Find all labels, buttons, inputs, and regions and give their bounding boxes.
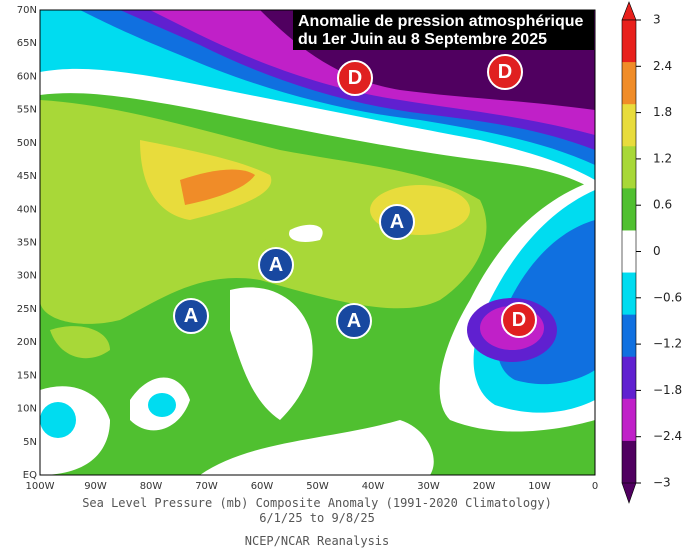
lat-label: 60N [17, 71, 37, 82]
low-marker [487, 54, 523, 90]
lat-label: 5N [23, 437, 37, 448]
colorbar: 3 2.4 1.8 1.2 0.6 0 −0.6 −1.2 −1.8 −2.4 −3 [621, 1, 682, 504]
lat-label: 55N [17, 105, 37, 116]
lat-label: 30N [17, 271, 37, 282]
lon-label: 90W [84, 481, 107, 492]
lat-label: 50N [17, 138, 37, 149]
pressure-markers: D D D A A A A [173, 54, 537, 339]
colorbar-label: 0.6 [653, 198, 672, 212]
lat-label: 10N [17, 404, 37, 415]
colorbar-label: 1.2 [653, 151, 672, 165]
lat-label: 20N [17, 337, 37, 348]
colorbar-label: −0.6 [653, 290, 682, 304]
colorbar-band [622, 62, 636, 105]
high-marker [379, 204, 415, 240]
colorbar-label: −2.4 [653, 429, 682, 443]
lon-label: 60W [251, 481, 274, 492]
colorbar-band [622, 356, 636, 400]
high-marker [336, 303, 372, 339]
lon-label: 80W [140, 481, 163, 492]
title: Anomalie de pression atmosphérique [298, 13, 584, 30]
lon-label: 30W [417, 481, 440, 492]
lat-label: 40N [17, 204, 37, 215]
lat-label: EQ [23, 470, 37, 481]
caption: Sea Level Pressure (mb) Composite Anomal… [82, 496, 552, 510]
colorbar-label: −3 [653, 476, 671, 490]
colorbar-label: 3 [653, 13, 661, 27]
colorbar-band [622, 20, 636, 63]
marker-label: A [390, 211, 404, 233]
colorbar-band [622, 104, 636, 147]
title: du 1er Juin au 8 Septembre 2025 [298, 31, 547, 48]
lat-label: 25N [17, 304, 37, 315]
marker-label: D [348, 67, 362, 89]
marker-label: A [269, 254, 283, 276]
lon-label: 40W [362, 481, 385, 492]
colorbar-band [622, 188, 636, 231]
colorbar-band [622, 440, 636, 484]
caption: NCEP/NCAR Reanalysis [245, 534, 390, 548]
marker-label: A [347, 310, 361, 332]
lon-label: 20W [473, 481, 496, 492]
lat-label: 15N [17, 370, 37, 381]
low-marker [337, 60, 373, 96]
colorbar-label: 0 [653, 244, 661, 258]
colorbar-label: 2.4 [653, 59, 672, 73]
colorbar-label: 1.8 [653, 105, 672, 119]
marker-label: A [184, 305, 198, 327]
high-marker [173, 298, 209, 334]
lat-label: 35N [17, 238, 37, 249]
colorbar-band [622, 314, 636, 358]
colorbar-label: −1.2 [653, 337, 682, 351]
lon-label: 50W [306, 481, 329, 492]
colorbar-band [622, 230, 636, 274]
lon-label: 10W [528, 481, 551, 492]
caption: 6/1/25 to 9/8/25 [259, 511, 375, 525]
colorbar-band [622, 146, 636, 189]
high-marker [258, 247, 294, 283]
lat-label: 45N [17, 171, 37, 182]
lat-label: 65N [17, 38, 37, 49]
colorbar-band [622, 398, 636, 442]
lon-label: 100W [26, 481, 55, 492]
title-box [293, 10, 594, 50]
marker-label: D [498, 61, 512, 83]
lon-label: 0 [592, 481, 598, 492]
lat-label: 70N [17, 5, 37, 16]
marker-label: D [512, 309, 526, 331]
low-marker [501, 302, 537, 338]
colorbar-band [622, 272, 636, 316]
colorbar-label: −1.8 [653, 383, 682, 397]
lon-label: 70W [195, 481, 218, 492]
